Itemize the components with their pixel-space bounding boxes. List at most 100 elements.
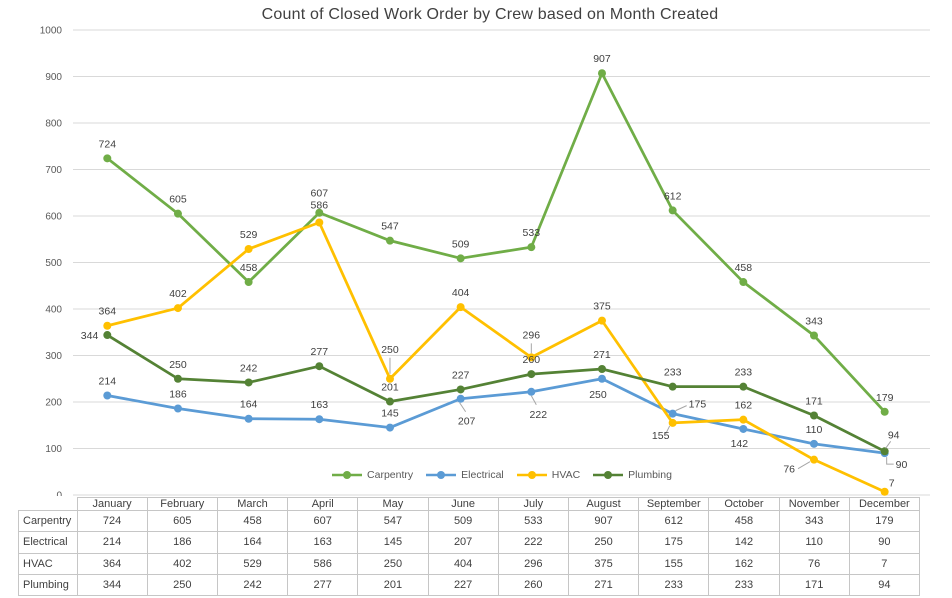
table-row: Carpentry 724 605 458 607 547 509 533 907 612 458 3…	[18, 509, 921, 533]
month-header: February	[146, 497, 218, 511]
data-label: 402	[169, 288, 187, 300]
y-tick-label: 100	[45, 444, 62, 455]
data-point	[103, 321, 112, 330]
data-point	[103, 391, 112, 400]
data-label: 142	[731, 438, 749, 450]
data-point	[880, 487, 889, 496]
table-cell: 94	[848, 573, 921, 597]
table-cell: 509	[427, 509, 499, 533]
data-point	[527, 387, 536, 396]
data-label: 605	[169, 194, 187, 206]
table-cell: 155	[638, 552, 710, 575]
table-cell: 201	[357, 573, 429, 597]
table-cell: 250	[567, 531, 640, 554]
table-cell: 586	[287, 552, 359, 575]
data-point	[315, 208, 324, 217]
table-cell: 260	[497, 573, 569, 597]
table-cell: 458	[708, 509, 780, 533]
label-leader-line	[675, 405, 687, 412]
month-header: October	[708, 497, 780, 511]
data-label: 404	[452, 287, 470, 299]
data-point	[385, 397, 394, 406]
data-label: 612	[664, 190, 682, 202]
legend-label: Plumbing	[628, 469, 672, 481]
data-point	[668, 418, 677, 427]
month-header: December	[848, 497, 921, 511]
table-cell: 612	[638, 509, 710, 533]
data-label: 162	[735, 400, 753, 412]
table-cell: 76	[778, 552, 850, 575]
table-cell: 605	[146, 509, 218, 533]
data-point	[739, 278, 748, 287]
data-point	[456, 254, 465, 263]
data-label: 222	[530, 409, 548, 421]
data-label: 207	[458, 416, 476, 428]
data-label: 171	[805, 395, 823, 407]
legend-marker-icon	[332, 471, 363, 479]
table-cell: 271	[567, 573, 640, 597]
data-point	[173, 374, 182, 383]
y-tick-label: 300	[45, 351, 62, 362]
table-cell: 250	[146, 573, 218, 597]
y-tick-label: 700	[45, 165, 62, 176]
table-cell: 344	[76, 573, 148, 597]
chart-legend: Carpentry Electrical HVAC Plumbing	[73, 469, 930, 481]
legend-dot	[343, 471, 352, 479]
data-point	[385, 423, 394, 432]
data-label: 110	[806, 424, 823, 436]
data-point	[739, 424, 748, 433]
data-point	[597, 364, 606, 373]
table-cell: 233	[708, 573, 780, 597]
table-cell: 110	[778, 531, 850, 554]
label-leader-line	[665, 425, 671, 435]
table-cell: 250	[357, 552, 429, 575]
table-cell: 529	[216, 552, 289, 575]
label-leader-line	[885, 440, 892, 449]
table-cell: 214	[76, 531, 148, 554]
data-point	[668, 382, 677, 391]
series-lines	[103, 69, 889, 496]
month-header: January	[76, 497, 148, 511]
table-cell: 533	[497, 509, 569, 533]
data-label: 250	[169, 359, 187, 371]
chart-title: Count of Closed Work Order by Crew based…	[261, 6, 719, 23]
data-label: 214	[99, 375, 117, 387]
table-cell: 163	[287, 531, 359, 554]
data-label: 186	[169, 389, 187, 401]
y-axis-labels: 0 100 200 300 400 500 600 700 800 900 1000	[40, 26, 63, 497]
line-chart: 0 100 200 300 400 500 600 700 800 900 1000 724 605 45…	[40, 26, 930, 497]
data-point	[668, 409, 677, 418]
table-cell: 164	[216, 531, 289, 554]
table-row: HVAC 364 402 529 586 250 404 296 375 155 162 76 7	[18, 552, 921, 575]
data-label: 724	[99, 138, 117, 150]
data-label: 533	[523, 227, 541, 239]
data-point	[315, 362, 324, 371]
data-point	[315, 218, 324, 227]
y-tick-label: 800	[45, 119, 62, 130]
data-point	[456, 385, 465, 394]
data-point	[385, 236, 394, 245]
series-row-header: Electrical	[18, 531, 78, 554]
data-point	[244, 278, 253, 287]
table-cell: 547	[357, 509, 429, 533]
data-label: 344	[81, 330, 99, 342]
y-tick-label: 1000	[40, 26, 63, 37]
legend-item-hvac: HVAC	[516, 469, 580, 481]
table-header-row: January February March April May June July Augu…	[19, 497, 921, 511]
data-point	[810, 411, 818, 420]
data-label: 7	[889, 478, 895, 490]
data-label: 233	[735, 367, 753, 379]
legend-dot	[437, 471, 446, 479]
table-cell: 142	[708, 531, 780, 554]
label-leader-line	[886, 457, 894, 465]
data-label: 458	[240, 262, 258, 274]
y-tick-label: 0	[56, 491, 62, 497]
data-point	[527, 243, 536, 252]
data-point	[173, 404, 182, 413]
data-point	[244, 245, 253, 254]
month-header: August	[567, 497, 640, 511]
y-tick-label: 200	[45, 398, 62, 409]
data-label: 76	[783, 464, 795, 476]
series-row-header: Carpentry	[18, 509, 78, 533]
